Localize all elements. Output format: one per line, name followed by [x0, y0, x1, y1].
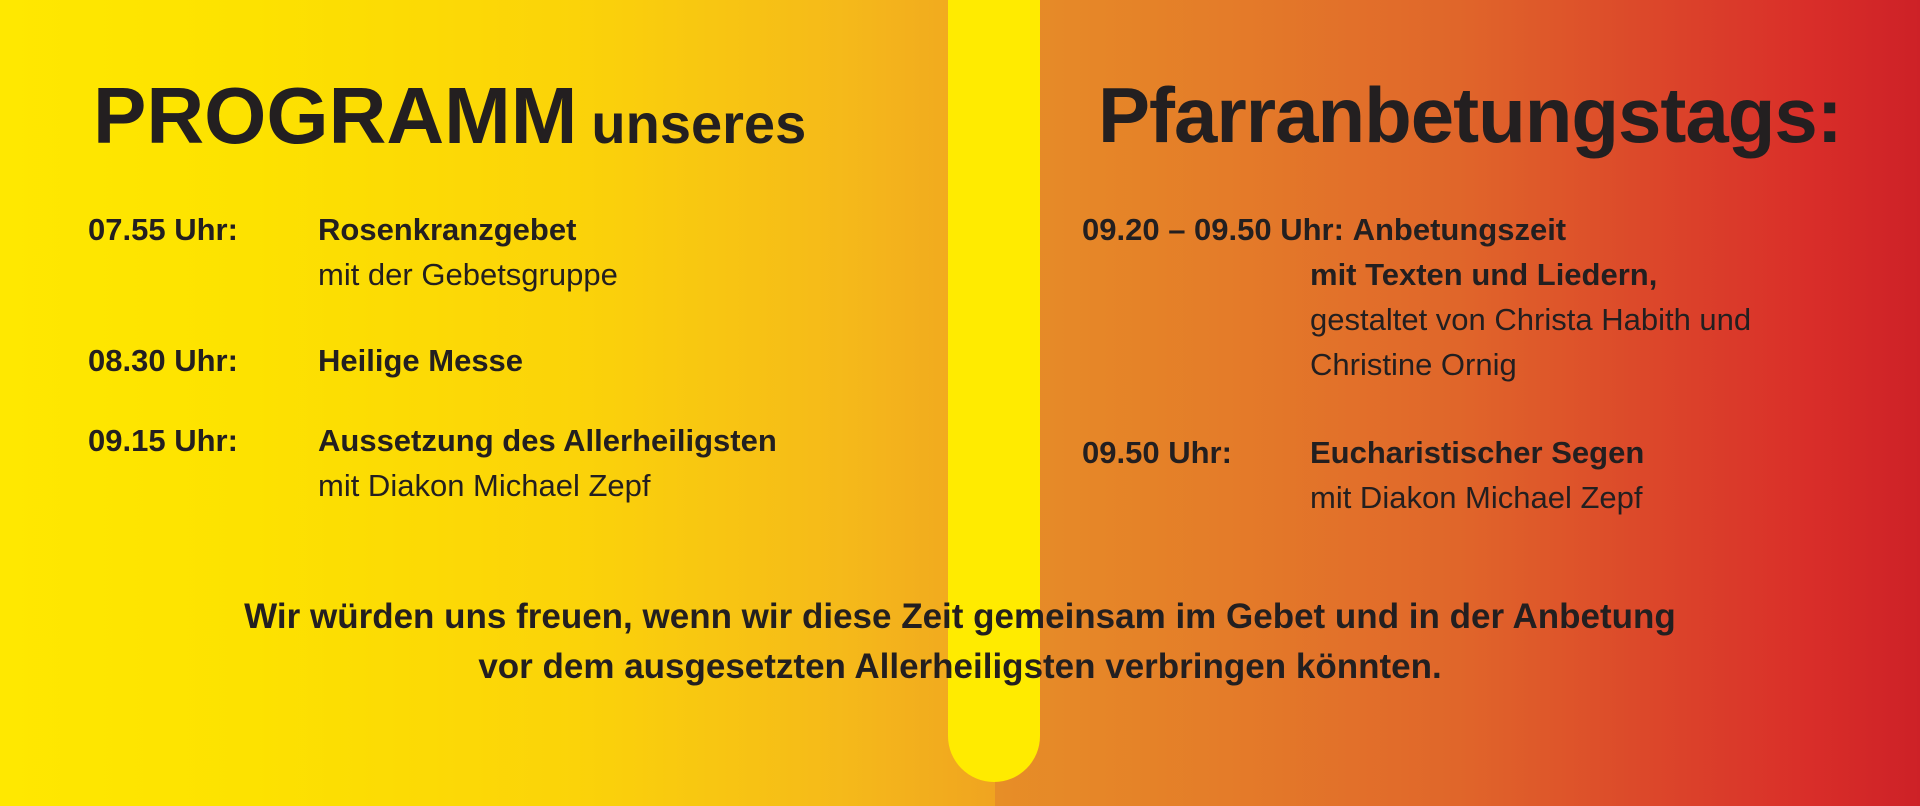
schedule-subtitle: mit Diakon Michael Zepf	[1310, 480, 1643, 515]
schedule-time: 09.50 Uhr:	[1082, 435, 1232, 470]
center-yellow-stripe	[948, 0, 1040, 782]
schedule-title: Eucharistischer Segen	[1310, 435, 1645, 470]
invitation-line2: vor dem ausgesetzten Allerheiligsten ver…	[478, 647, 1442, 686]
schedule-item-rosenkranzgebet: 07.55 Uhr: Rosenkranzgebet mit der Gebet…	[88, 207, 618, 297]
schedule-line3: gestaltet von Christa Habith und	[1310, 302, 1752, 337]
schedule-item-heilige-messe: 08.30 Uhr: Heilige Messe	[88, 338, 523, 383]
schedule-desc: Aussetzung des Allerheiligsten mit Diako…	[318, 418, 777, 508]
schedule-desc: Rosenkranzgebet mit der Gebetsgruppe	[318, 207, 618, 297]
schedule-first-line: 09.20 – 09.50 Uhr: Anbetungszeit	[1082, 207, 1751, 252]
title-left: PROGRAMM unseres	[93, 76, 806, 156]
invitation-text: Wir würden uns freuen, wenn wir diese Ze…	[0, 592, 1920, 692]
invitation-line1: Wir würden uns freuen, wenn wir diese Ze…	[244, 597, 1676, 636]
schedule-item-eucharistischer-segen: 09.50 Uhr: Eucharistischer Segen mit Dia…	[1082, 430, 1644, 520]
schedule-subtitle: mit der Gebetsgruppe	[318, 257, 618, 292]
schedule-line2: mit Texten und Liedern,	[1310, 257, 1658, 292]
schedule-line4: Christine Ornig	[1310, 347, 1517, 382]
background-right-gradient	[995, 0, 1920, 806]
schedule-subtitle: mit Diakon Michael Zepf	[318, 468, 651, 503]
schedule-title: Heilige Messe	[318, 343, 524, 378]
schedule-time: 08.30 Uhr:	[88, 343, 238, 378]
schedule-item-anbetungszeit: 09.20 – 09.50 Uhr: Anbetungszeit mit Tex…	[1082, 207, 1751, 387]
background-left-gradient	[0, 0, 995, 806]
title-unseres: unseres	[591, 92, 807, 155]
title-programm: PROGRAMM	[93, 71, 578, 160]
schedule-desc: Eucharistischer Segen mit Diakon Michael…	[1310, 430, 1644, 520]
schedule-title: Anbetungszeit	[1352, 212, 1567, 247]
schedule-time: 07.55 Uhr:	[88, 212, 238, 247]
schedule-title: Rosenkranzgebet	[318, 212, 577, 247]
schedule-time: 09.15 Uhr:	[88, 423, 238, 458]
schedule-title: Aussetzung des Allerheiligsten	[318, 423, 777, 458]
schedule-desc: Heilige Messe	[318, 338, 523, 383]
schedule-item-aussetzung: 09.15 Uhr: Aussetzung des Allerheiligste…	[88, 418, 777, 508]
schedule-time: 09.20 – 09.50 Uhr:	[1082, 212, 1344, 247]
title-pfarranbetungstags: Pfarranbetungstags:	[1098, 71, 1843, 159]
